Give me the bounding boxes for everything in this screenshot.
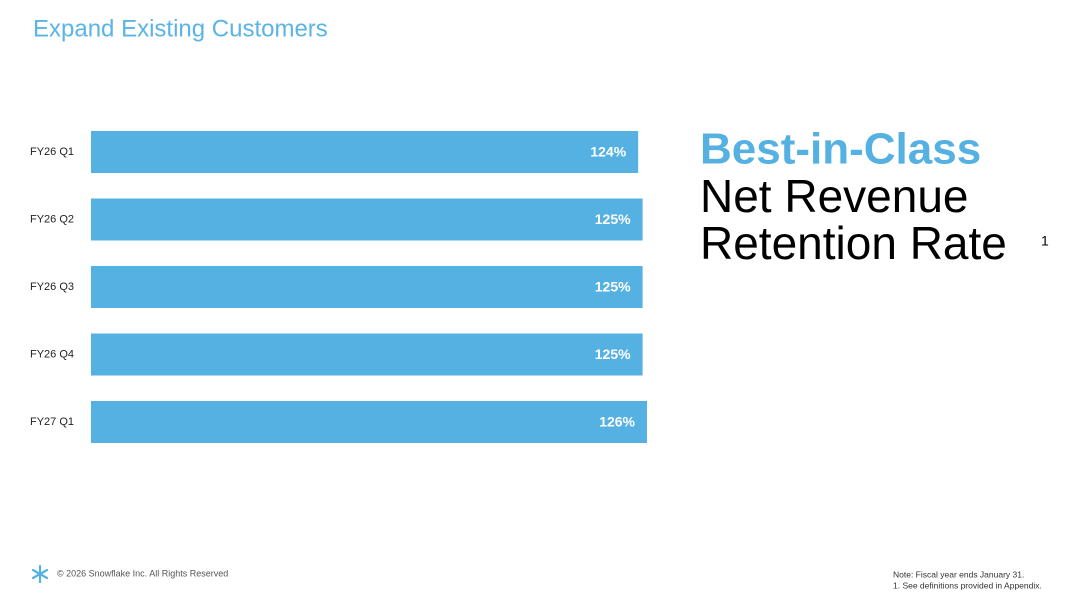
footnote: Note: Fiscal year ends January 31. bbox=[893, 569, 1024, 579]
bar bbox=[91, 401, 647, 443]
category-label: FY26 Q3 bbox=[30, 281, 74, 293]
category-label: FY26 Q1 bbox=[30, 146, 74, 158]
bar bbox=[91, 198, 643, 241]
copyright: © 2026 Snowflake Inc. All Rights Reserve… bbox=[57, 568, 228, 578]
headline-line: Retention Rate bbox=[700, 217, 1007, 269]
value-label: 126% bbox=[599, 414, 635, 430]
category-label: FY27 Q1 bbox=[30, 416, 74, 428]
bar bbox=[91, 266, 643, 308]
footnote-ref: 1 bbox=[1041, 233, 1049, 249]
bar bbox=[91, 333, 643, 376]
headline-line: Net Revenue bbox=[700, 170, 969, 222]
value-label: 125% bbox=[595, 346, 631, 362]
slide-title: Expand Existing Customers bbox=[33, 15, 328, 42]
category-label: FY26 Q2 bbox=[30, 213, 74, 225]
footnote: 1. See definitions provided in Appendix. bbox=[893, 580, 1042, 590]
value-label: 124% bbox=[590, 144, 626, 160]
value-label: 125% bbox=[595, 211, 631, 227]
value-label: 125% bbox=[595, 279, 631, 295]
logo bbox=[31, 564, 49, 584]
headline-highlight: Best-in-Class bbox=[700, 125, 981, 174]
category-label: FY26 Q4 bbox=[30, 348, 74, 360]
bar bbox=[91, 131, 639, 173]
